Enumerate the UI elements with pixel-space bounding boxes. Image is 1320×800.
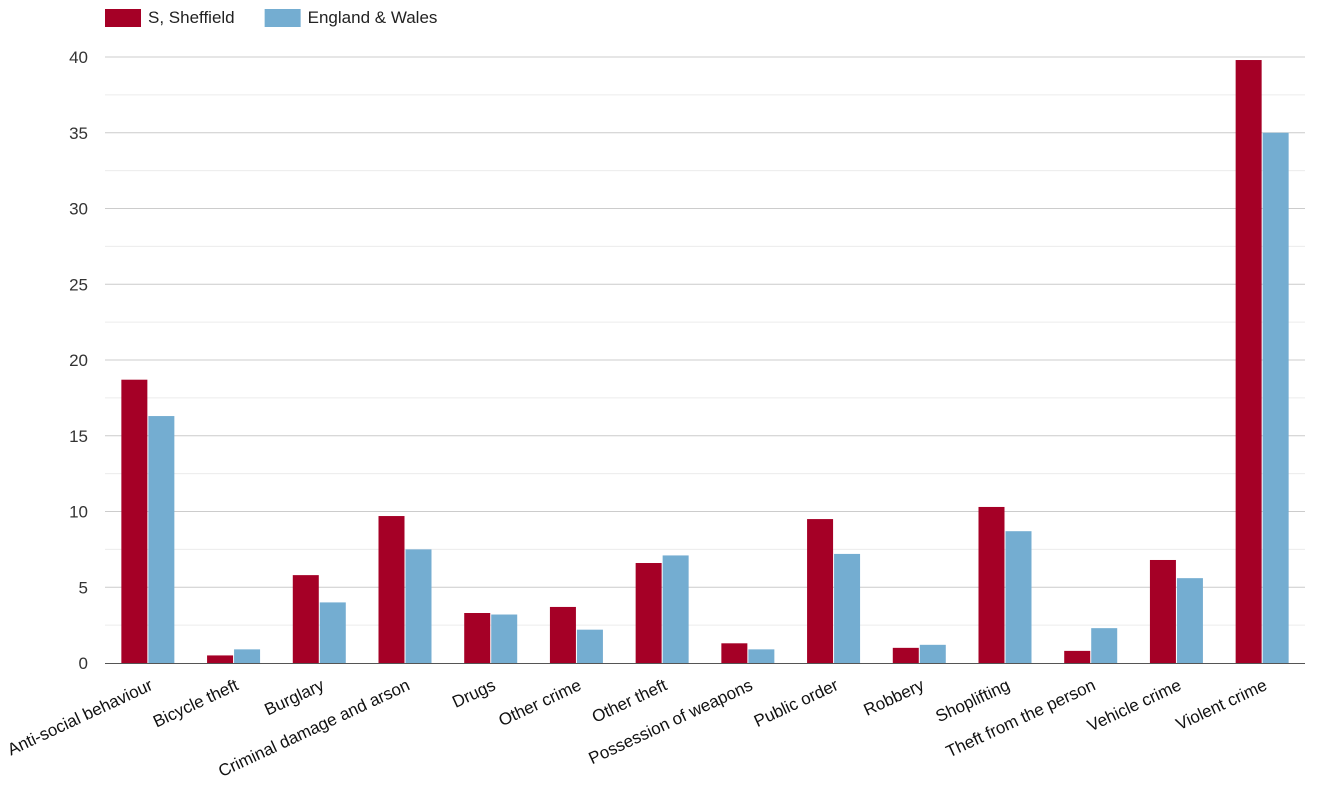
x-category-label: Violent crime [1173, 675, 1270, 734]
gridlines [105, 56, 1305, 626]
bar-england-wales [405, 549, 432, 663]
bar-sheffield [292, 575, 319, 663]
legend-label: England & Wales [308, 8, 438, 27]
bar-england-wales [319, 602, 346, 663]
bar-england-wales [1091, 628, 1118, 663]
y-tick-label: 10 [69, 503, 88, 522]
bar-england-wales [834, 553, 861, 663]
bar-sheffield [549, 606, 576, 663]
bar-england-wales [148, 416, 175, 663]
bar-sheffield [121, 379, 148, 663]
bar-sheffield [207, 655, 234, 663]
bar-sheffield [1064, 650, 1091, 663]
bar-england-wales [1005, 531, 1032, 663]
legend-label: S, Sheffield [148, 8, 235, 27]
x-category-label: Robbery [861, 675, 928, 720]
bar-england-wales [919, 644, 946, 663]
bar-sheffield [721, 643, 748, 663]
x-category-label: Anti-social behaviour [4, 675, 155, 759]
x-category-label: Public order [751, 675, 842, 731]
bar-england-wales [234, 649, 261, 663]
legend-swatch [105, 9, 141, 27]
bar-sheffield [635, 563, 662, 663]
y-tick-label: 15 [69, 427, 88, 446]
y-tick-label: 5 [79, 578, 88, 597]
x-category-label: Other crime [496, 675, 585, 730]
bar-sheffield [892, 647, 919, 663]
y-tick-label: 20 [69, 351, 88, 370]
legend: S, Sheffield England & Wales [105, 8, 437, 27]
bar-england-wales [1176, 578, 1203, 663]
y-tick-label: 0 [79, 654, 88, 673]
bar-sheffield [378, 516, 405, 663]
bar-sheffield [1235, 60, 1262, 663]
bar-sheffield [1149, 559, 1176, 663]
y-axis-tick-labels: 0 5 10 15 20 25 30 35 40 [69, 48, 88, 673]
y-tick-label: 25 [69, 275, 88, 294]
y-tick-label: 40 [69, 48, 88, 67]
bar-england-wales [1262, 132, 1289, 663]
x-category-label: Bicycle theft [150, 675, 241, 731]
bar-sheffield [978, 506, 1005, 663]
bars [121, 60, 1289, 663]
bar-sheffield [464, 613, 491, 663]
bar-sheffield [807, 519, 834, 663]
legend-swatch [264, 9, 301, 27]
bar-england-wales [662, 555, 689, 663]
x-category-label: Drugs [449, 675, 498, 711]
bar-england-wales [576, 629, 603, 663]
x-category-label: Possession of weapons [586, 675, 756, 768]
y-tick-label: 35 [69, 124, 88, 143]
bar-england-wales [491, 614, 518, 663]
x-category-label: Theft from the person [943, 675, 1098, 761]
bar-england-wales [748, 649, 775, 663]
x-category-label: Vehicle crime [1084, 675, 1184, 735]
y-tick-label: 30 [69, 200, 88, 219]
x-category-label: Burglary [262, 675, 328, 719]
